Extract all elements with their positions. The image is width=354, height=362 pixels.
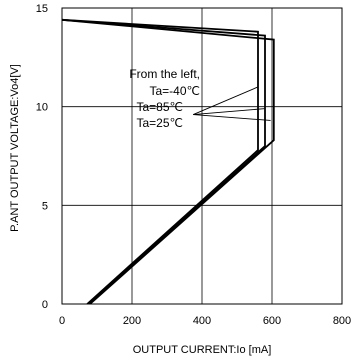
annotation-line: From the left,	[129, 67, 200, 81]
y-tick-label: 10	[36, 102, 48, 114]
y-tick-label: 0	[42, 299, 48, 311]
series-line	[61, 18, 266, 305]
y-tick-label: 15	[36, 3, 48, 15]
series-group	[61, 18, 275, 305]
x-tick-labels: 0 200 400 600 800	[59, 315, 351, 327]
y-axis-label: P.ANT OUTPUT VOLTAGE:Vo4[V]	[9, 64, 21, 232]
x-axis-label: OUTPUT CURRENT:Io [mA]	[133, 344, 272, 356]
annotation-text: From the left, Ta=-40℃ Ta=85℃ Ta=25℃	[129, 67, 200, 130]
annotation-line: Ta=85℃	[136, 100, 183, 114]
grid	[62, 8, 342, 304]
x-tick-label: 400	[193, 315, 211, 327]
series-line	[61, 18, 259, 305]
y-tick-labels: 0 5 10 15	[36, 3, 48, 311]
annotation-pointers	[193, 86, 271, 121]
x-tick-label: 800	[333, 315, 351, 327]
annotation-pointer-line	[193, 108, 265, 116]
annotation-line: Ta=25℃	[136, 116, 183, 130]
annotation-pointer-line	[193, 114, 271, 121]
annotation-line: Ta=-40℃	[149, 84, 200, 98]
x-tick-label: 200	[123, 315, 141, 327]
y-tick-label: 5	[42, 200, 48, 212]
x-tick-label: 0	[59, 315, 65, 327]
series-line	[61, 18, 275, 305]
annotation-pointer-line	[193, 86, 259, 115]
x-tick-label: 600	[263, 315, 281, 327]
